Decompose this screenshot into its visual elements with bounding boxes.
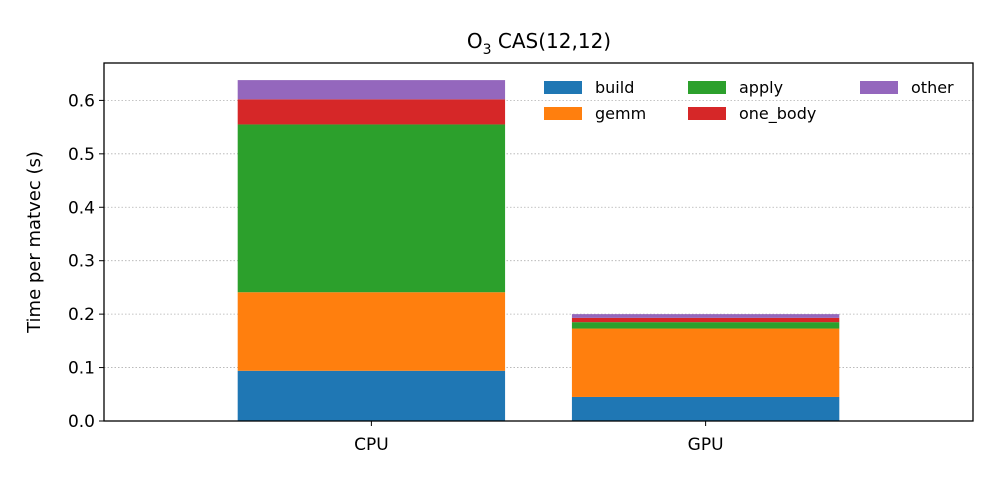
chart-title-rest: CAS(12,12) xyxy=(492,29,612,53)
bar-segment-other-cpu xyxy=(237,80,506,100)
y-tick-label: 0.1 xyxy=(68,359,95,379)
chart-title: O3 CAS(12,12) xyxy=(467,29,611,58)
chart-title-main: O xyxy=(467,29,483,53)
bar-segment-one_body-gpu xyxy=(571,317,840,323)
bar-segment-apply-gpu xyxy=(571,322,840,329)
legend-swatch-other xyxy=(860,81,898,94)
y-tick-label: 0.2 xyxy=(68,305,95,325)
y-axis: 0.0 0.1 0.2 0.3 0.4 0.5 0.6 xyxy=(68,91,104,432)
legend: build gemm apply one_body other xyxy=(544,78,954,124)
bar-segment-build-gpu xyxy=(571,396,840,421)
legend-label-apply: apply xyxy=(739,78,783,97)
bar-segment-other-gpu xyxy=(571,314,840,318)
legend-swatch-build xyxy=(544,81,582,94)
y-tick-label: 0.5 xyxy=(68,145,95,165)
bars-layer xyxy=(237,80,840,421)
x-axis: CPU GPU xyxy=(354,421,724,455)
bar-segment-gemm-gpu xyxy=(571,328,840,397)
x-tick-label: CPU xyxy=(354,435,389,455)
legend-swatch-apply xyxy=(688,81,726,94)
legend-label-one_body: one_body xyxy=(739,104,816,124)
legend-swatch-gemm xyxy=(544,107,582,120)
bar-segment-build-cpu xyxy=(237,370,506,421)
chart-title-subscript: 3 xyxy=(483,42,492,58)
y-tick-label: 0.6 xyxy=(68,91,95,111)
y-tick-label: 0.4 xyxy=(68,198,95,218)
grid-layer xyxy=(104,100,973,368)
legend-label-build: build xyxy=(595,78,634,97)
plot-frame xyxy=(103,62,974,422)
bar-segment-one_body-cpu xyxy=(237,99,506,125)
bar-segment-apply-cpu xyxy=(237,124,506,293)
legend-label-gemm: gemm xyxy=(595,104,646,123)
bar-segment-gemm-cpu xyxy=(237,292,506,371)
y-tick-label: 0.0 xyxy=(68,412,95,432)
legend-label-other: other xyxy=(911,78,954,97)
x-tick-label: GPU xyxy=(688,435,724,455)
y-tick-label: 0.3 xyxy=(68,252,95,272)
legend-swatch-one_body xyxy=(688,107,726,120)
y-axis-label: Time per matvec (s) xyxy=(24,151,45,334)
